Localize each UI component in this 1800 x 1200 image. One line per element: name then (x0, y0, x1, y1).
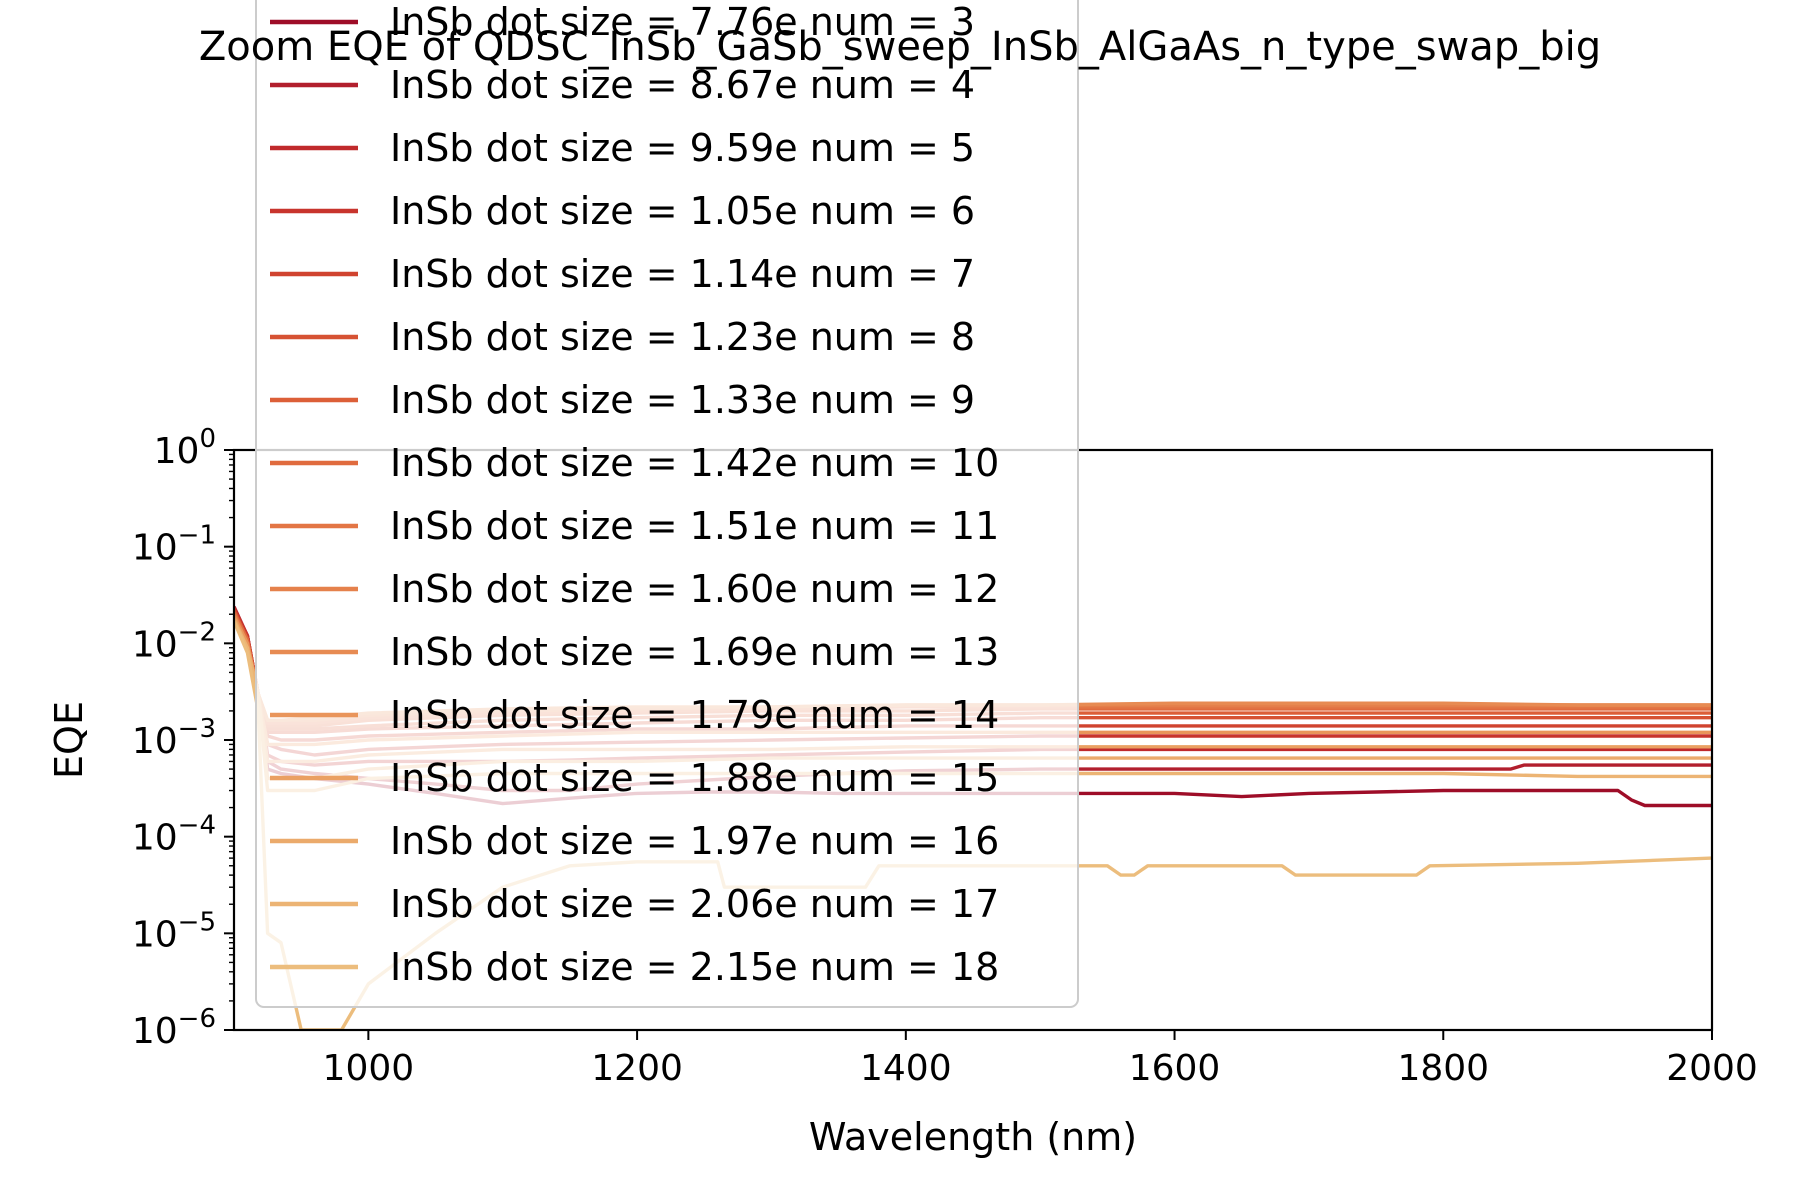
legend-label: InSb dot size = 1.97e num = 16 (390, 819, 999, 863)
y-tick-label: 10−6 (132, 1004, 216, 1052)
legend-label: InSb dot size = 1.51e num = 11 (390, 504, 999, 548)
y-tick-label: 10−4 (132, 811, 216, 859)
legend-label: InSb dot size = 1.60e num = 12 (390, 567, 999, 611)
y-tick-label: 10−1 (132, 521, 216, 569)
x-tick-label: 1000 (323, 1048, 415, 1089)
legend-label: InSb dot size = 1.42e num = 10 (390, 441, 999, 485)
legend-frame (255, 0, 1079, 1008)
y-axis-label: EQE (47, 701, 91, 779)
x-tick-label: 2000 (1666, 1048, 1758, 1089)
y-axis: 100 10−1 10−2 10−3 10−4 10−5 10−6 (132, 424, 234, 1052)
legend-label: InSb dot size = 1.88e num = 15 (390, 756, 999, 800)
legend-label: InSb dot size = 1.14e num = 7 (390, 252, 975, 296)
legend-label: InSb dot size = 7.76e num = 3 (390, 0, 975, 44)
legend-label: InSb dot size = 2.15e num = 18 (390, 945, 999, 989)
x-axis-label: Wavelength (nm) (809, 1115, 1137, 1159)
legend-label: InSb dot size = 9.59e num = 5 (390, 126, 975, 170)
y-tick-label: 10−3 (132, 714, 216, 762)
x-tick-label: 1600 (1129, 1048, 1221, 1089)
x-tick-label: 1400 (860, 1048, 952, 1089)
x-tick-label: 1800 (1397, 1048, 1489, 1089)
chart-title: Zoom EQE of QDSC_InSb_GaSb_sweep_InSb_Al… (199, 24, 1601, 70)
legend-label: InSb dot size = 2.06e num = 17 (390, 882, 999, 926)
y-tick-label: 10−5 (132, 907, 216, 955)
y-tick-label: 10−2 (132, 617, 216, 665)
legend-label: InSb dot size = 1.05e num = 6 (390, 189, 975, 233)
x-axis: 1000 1200 1400 1600 1800 2000 (323, 1030, 1758, 1089)
legend: InSb dot size = 7.76e num = 3 InSb dot si… (255, 0, 1079, 1008)
y-tick-label: 100 (154, 424, 216, 472)
legend-label: InSb dot size = 1.33e num = 9 (390, 378, 975, 422)
x-tick-label: 1200 (591, 1048, 683, 1089)
legend-label: InSb dot size = 1.79e num = 14 (390, 693, 999, 737)
legend-label: InSb dot size = 1.23e num = 8 (390, 315, 975, 359)
legend-label: InSb dot size = 8.67e num = 4 (390, 63, 975, 107)
legend-label: InSb dot size = 1.69e num = 13 (390, 630, 999, 674)
